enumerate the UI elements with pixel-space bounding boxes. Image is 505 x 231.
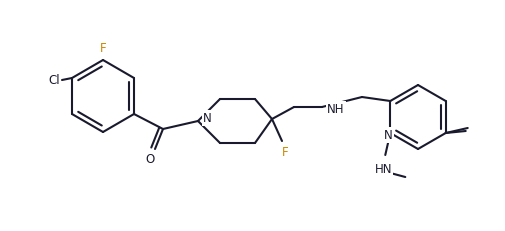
Text: N: N xyxy=(203,112,212,125)
Text: F: F xyxy=(99,42,107,55)
Text: F: F xyxy=(282,146,288,159)
Text: HN: HN xyxy=(375,163,392,176)
Text: O: O xyxy=(145,153,155,166)
Text: N: N xyxy=(384,129,393,142)
Text: NH: NH xyxy=(327,103,344,116)
Text: Cl: Cl xyxy=(48,74,60,87)
